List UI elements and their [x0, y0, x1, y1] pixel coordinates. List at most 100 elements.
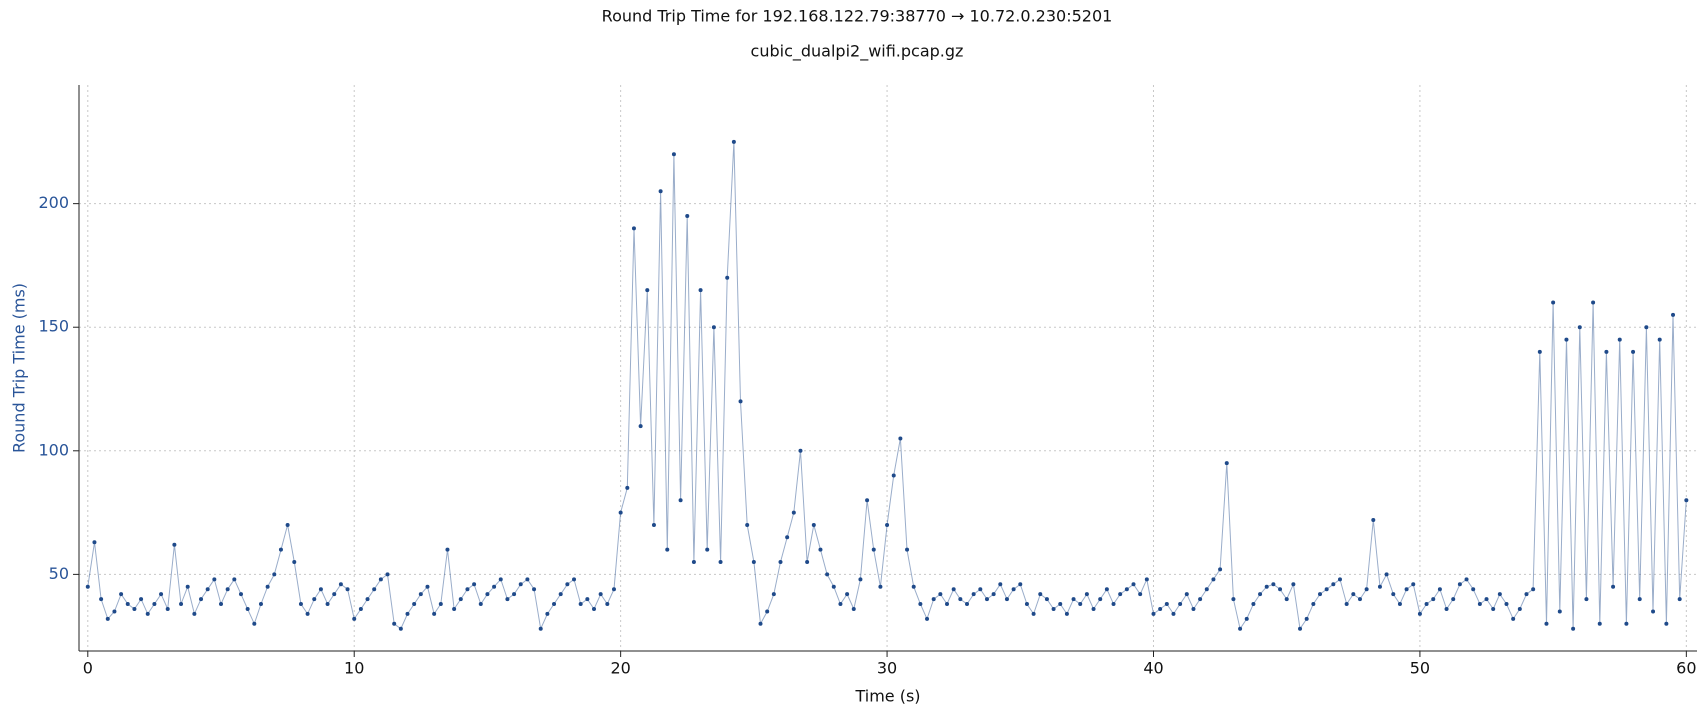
data-point	[1011, 587, 1016, 592]
data-point	[685, 213, 690, 218]
chart-title: Round Trip Time for 192.168.122.79:38770…	[602, 7, 1113, 26]
x-axis-label: Time (s)	[854, 687, 920, 706]
data-point	[232, 577, 237, 582]
data-point	[318, 587, 323, 592]
data-point	[518, 582, 523, 587]
data-point	[865, 498, 870, 503]
data-point	[119, 592, 124, 597]
data-point	[898, 436, 903, 441]
data-point	[1098, 597, 1103, 602]
data-point	[1457, 582, 1462, 587]
x-tick-label: 0	[83, 659, 93, 678]
data-point	[605, 602, 610, 607]
data-point	[132, 606, 137, 611]
data-point	[1091, 606, 1096, 611]
data-point	[818, 547, 823, 552]
data-point	[512, 592, 517, 597]
data-point	[825, 572, 830, 577]
data-point	[1318, 592, 1323, 597]
data-point	[658, 189, 663, 194]
data-point	[578, 602, 583, 607]
data-point	[1311, 602, 1316, 607]
data-point	[1431, 597, 1436, 602]
data-point	[265, 584, 270, 589]
data-point	[1384, 572, 1389, 577]
data-point	[1464, 577, 1469, 582]
data-point	[691, 560, 696, 565]
data-point	[1124, 587, 1129, 592]
data-point	[145, 611, 150, 616]
data-point	[671, 152, 676, 157]
data-point	[1417, 611, 1422, 616]
data-point	[1584, 597, 1589, 602]
data-point	[112, 609, 117, 614]
data-point	[1184, 592, 1189, 597]
data-point	[585, 597, 590, 602]
data-point	[1284, 597, 1289, 602]
data-point	[1198, 597, 1203, 602]
data-point	[272, 572, 277, 577]
data-point	[1444, 606, 1449, 611]
data-point	[1211, 577, 1216, 582]
data-point	[1504, 602, 1509, 607]
data-point	[1024, 602, 1029, 607]
data-point	[1511, 616, 1516, 621]
data-point	[465, 587, 470, 592]
data-point	[558, 592, 563, 597]
y-axis-label: Round Trip Time (ms)	[10, 283, 29, 453]
data-point	[645, 288, 650, 293]
data-point	[1591, 300, 1596, 305]
data-point	[1144, 577, 1149, 582]
data-point	[665, 547, 670, 552]
data-point	[458, 597, 463, 602]
data-point	[1411, 582, 1416, 587]
data-point	[378, 577, 383, 582]
data-point	[1331, 582, 1336, 587]
data-point	[1158, 606, 1163, 611]
data-point	[751, 560, 756, 565]
x-tick-label: 30	[877, 659, 897, 678]
x-tick-label: 60	[1676, 659, 1696, 678]
data-point	[538, 626, 543, 631]
data-point	[1151, 611, 1156, 616]
data-point	[292, 560, 297, 565]
data-point	[1111, 602, 1116, 607]
data-point	[212, 577, 217, 582]
data-point	[1064, 611, 1069, 616]
data-point	[731, 139, 736, 144]
data-point	[1497, 592, 1502, 597]
data-point	[1671, 312, 1676, 317]
data-point	[425, 584, 430, 589]
data-point	[871, 547, 876, 552]
data-point	[718, 560, 723, 565]
data-point	[1517, 606, 1522, 611]
data-point	[1404, 587, 1409, 592]
data-point	[851, 606, 856, 611]
data-point	[631, 226, 636, 231]
data-point	[931, 597, 936, 602]
data-point	[1171, 611, 1176, 616]
data-point	[845, 592, 850, 597]
data-point	[611, 587, 616, 592]
data-point	[938, 592, 943, 597]
data-point	[1571, 626, 1576, 631]
data-point	[1324, 587, 1329, 592]
data-point	[771, 592, 776, 597]
data-point	[1491, 606, 1496, 611]
data-point	[405, 611, 410, 616]
data-point	[758, 621, 763, 626]
data-point	[891, 473, 896, 478]
data-point	[885, 522, 890, 527]
data-point	[1451, 597, 1456, 602]
data-point	[192, 611, 197, 616]
data-point	[498, 577, 503, 582]
data-point	[1371, 518, 1376, 523]
data-point	[85, 584, 90, 589]
data-point	[1038, 592, 1043, 597]
data-point	[1531, 587, 1536, 592]
data-point	[1078, 602, 1083, 607]
data-point	[1164, 602, 1169, 607]
y-tick-label: 200	[38, 193, 69, 212]
data-point	[598, 592, 603, 597]
